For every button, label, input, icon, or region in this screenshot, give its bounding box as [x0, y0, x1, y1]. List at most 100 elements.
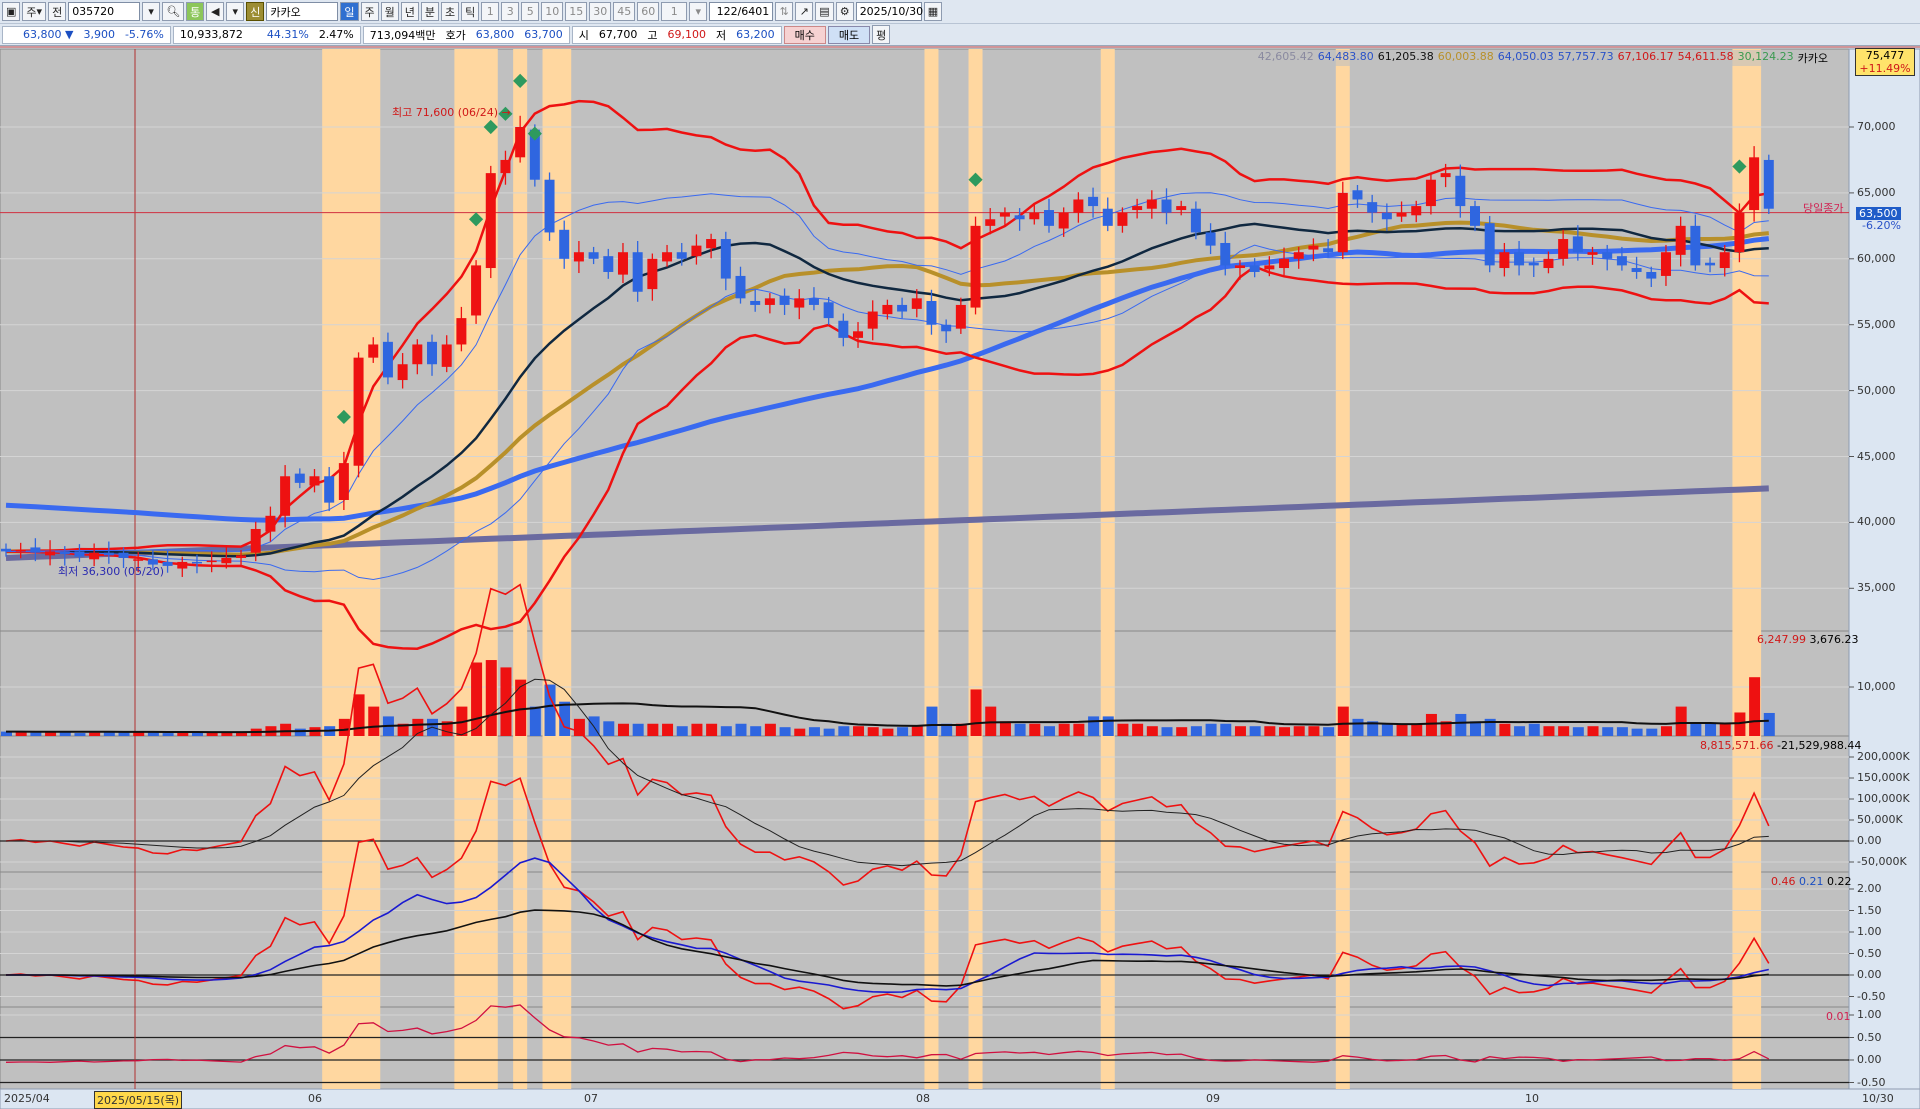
minute-15[interactable]: 15 — [565, 2, 588, 21]
ind1-line-red — [5, 583, 1770, 886]
candle-body — [1425, 179, 1436, 207]
open-price: 67,700 — [598, 28, 638, 41]
market-select[interactable]: 주 ▾ — [22, 2, 47, 21]
volume-bar — [30, 732, 42, 736]
candle-body — [206, 560, 217, 563]
code-dropdown-icon[interactable]: ▾ — [142, 2, 161, 21]
candle-body — [1220, 242, 1231, 266]
trend-tool-icon[interactable]: ↗ — [795, 2, 814, 21]
candle-body — [221, 557, 232, 564]
turnover: 2.47% — [318, 28, 354, 41]
code-input[interactable]: 035720 — [68, 2, 141, 21]
minute-60[interactable]: 60 — [637, 2, 660, 21]
sell-button[interactable]: 매도 — [827, 25, 871, 44]
buy-button[interactable]: 매수 — [783, 25, 826, 44]
tong-button[interactable]: 통 — [186, 2, 205, 21]
minute-1[interactable]: 1 — [481, 2, 500, 21]
volume-bar — [1499, 723, 1511, 736]
volume-bar — [59, 732, 71, 736]
period-minute[interactable]: 분 — [420, 2, 440, 21]
price-forecast-box: 75,477 +11.49% — [1855, 48, 1915, 76]
buy-signal-marker — [498, 106, 513, 121]
close-pct: -6.20% — [1862, 219, 1901, 232]
gear-icon[interactable]: ⚙ — [835, 2, 854, 21]
high-label: 고 — [647, 28, 658, 42]
signal-band — [1100, 49, 1115, 1089]
volume-bar — [632, 723, 644, 736]
ind2-value-1: 0.46 — [1771, 875, 1796, 888]
save-icon[interactable]: ▤ — [815, 2, 834, 21]
volume-bar — [1352, 718, 1364, 736]
period-second[interactable]: 초 — [441, 2, 460, 21]
speaker-icon[interactable]: ◀ — [206, 2, 225, 21]
volume-bar — [1234, 726, 1246, 736]
candle-body — [162, 561, 173, 566]
bollinger-upper — [5, 99, 1770, 553]
count-dropdown-icon[interactable]: ▾ — [689, 2, 708, 21]
minute-10[interactable]: 10 — [541, 2, 564, 21]
hoga-label: 호가 — [445, 28, 466, 42]
volume-bar — [750, 726, 762, 736]
period-day[interactable]: 일 — [340, 2, 359, 21]
volume-bar — [529, 706, 541, 736]
candle-body — [1602, 252, 1613, 259]
volume-bar — [1719, 723, 1731, 736]
candle-body — [897, 304, 908, 312]
period-year[interactable]: 년 — [400, 2, 419, 21]
candle-body — [1675, 225, 1686, 255]
candle-body — [1, 548, 11, 552]
volume-bar — [662, 723, 674, 736]
volume-bar — [147, 732, 159, 736]
volume-bar — [1749, 677, 1761, 736]
volume-bar — [853, 726, 865, 736]
volume-bar — [74, 733, 86, 736]
count-input[interactable]: 1 — [661, 2, 688, 21]
volume-tick-label: 10,000 — [1857, 680, 1896, 693]
volume-bar — [103, 732, 115, 736]
candle-body — [647, 258, 658, 290]
ind3-tick-label: 0.00 — [1857, 1053, 1882, 1066]
candle-body — [559, 229, 570, 259]
volume-cell: 10,933,872 44.31% 2.47% — [172, 25, 361, 44]
volume-bar — [897, 727, 909, 736]
volume-bar — [559, 701, 571, 736]
new-badge[interactable]: 신 — [246, 2, 265, 21]
period-week[interactable]: 주 — [360, 2, 379, 21]
candle-body — [720, 239, 731, 279]
date-input[interactable]: 2025/10/30 — [855, 2, 923, 21]
candle-body — [764, 298, 775, 305]
candle-body — [353, 357, 364, 466]
candle-body — [1014, 215, 1025, 220]
volume-value-1: 6,247.99 — [1757, 633, 1806, 646]
eval-button[interactable]: 평 — [872, 25, 891, 44]
volume-bar — [1308, 726, 1320, 736]
volume-bar — [1323, 727, 1335, 736]
volume-bar — [1102, 716, 1114, 736]
volume-bar — [1543, 726, 1555, 736]
volume-bar — [1043, 726, 1055, 736]
period-month[interactable]: 월 — [380, 2, 399, 21]
prev-button[interactable]: 전 — [48, 2, 67, 21]
candle-body — [1161, 199, 1172, 213]
minute-5[interactable]: 5 — [521, 2, 540, 21]
calendar-icon[interactable]: ▦ — [923, 2, 943, 21]
ind2-tick-label: 0.00 — [1857, 968, 1882, 981]
minute-45[interactable]: 45 — [613, 2, 636, 21]
open-label: 시 — [578, 28, 589, 42]
candle-body — [926, 300, 937, 325]
candle-body — [1734, 212, 1745, 253]
volume-bar — [573, 718, 585, 736]
pin-icon[interactable]: ⇅ — [775, 2, 794, 21]
period-tick[interactable]: 틱 — [461, 2, 480, 21]
search-icon[interactable]: 🔍︎ — [162, 2, 185, 21]
buy-signal-marker — [968, 172, 983, 187]
dropdown-icon[interactable]: ▾ — [226, 2, 245, 21]
candle-body — [867, 311, 878, 329]
candle-body — [441, 344, 452, 367]
stock-name-field[interactable]: 카카오 — [266, 2, 339, 21]
candle-body — [1749, 157, 1760, 211]
minute-3[interactable]: 3 — [501, 2, 520, 21]
stock-chart[interactable] — [0, 46, 1920, 1109]
layout-icon[interactable]: ▣ — [2, 2, 21, 21]
minute-30[interactable]: 30 — [589, 2, 612, 21]
